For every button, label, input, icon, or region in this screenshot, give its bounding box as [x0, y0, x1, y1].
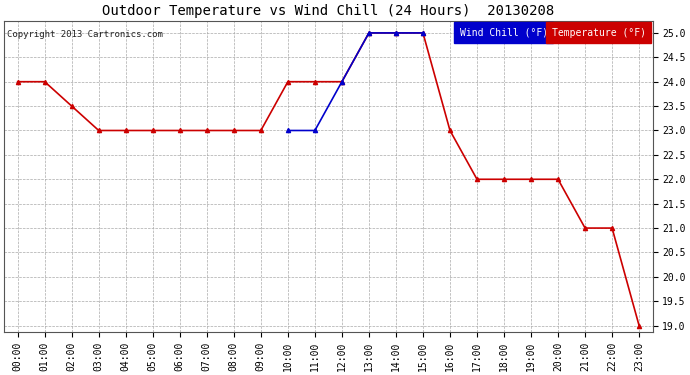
Legend: Wind Chill (°F), Temperature (°F): Wind Chill (°F), Temperature (°F): [454, 26, 648, 40]
Text: Copyright 2013 Cartronics.com: Copyright 2013 Cartronics.com: [8, 30, 164, 39]
Title: Outdoor Temperature vs Wind Chill (24 Hours)  20130208: Outdoor Temperature vs Wind Chill (24 Ho…: [102, 4, 555, 18]
